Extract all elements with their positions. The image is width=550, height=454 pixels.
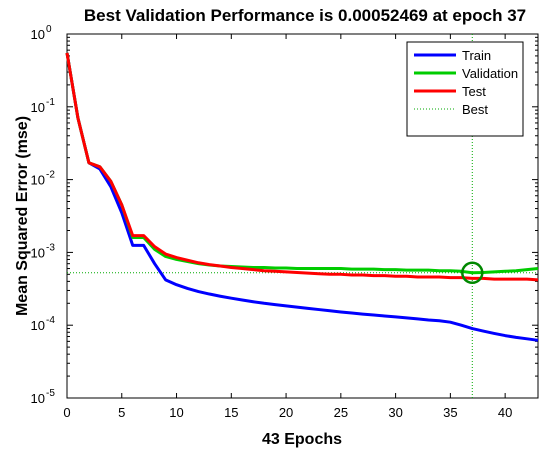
legend-label-train: Train: [462, 48, 491, 63]
legend-label-best: Best: [462, 102, 488, 117]
y-tick-label-exp: -2: [46, 170, 55, 181]
x-axis-ticks: 0 5 10 15 20 25 30 35 40: [63, 34, 512, 420]
y-tick-label-base: 10: [31, 245, 45, 260]
legend-label-validation: Validation: [462, 66, 518, 81]
x-tick-label: 35: [443, 405, 457, 420]
y-tick-label-exp: -5: [46, 388, 55, 399]
y-tick-label-exp: -1: [46, 97, 55, 108]
x-tick-label: 40: [498, 405, 512, 420]
x-tick-label: 5: [118, 405, 125, 420]
y-tick-label-exp: -4: [46, 315, 55, 326]
x-tick-label: 20: [279, 405, 293, 420]
y-tick-label-exp: 0: [46, 24, 52, 35]
y-tick-label-base: 10: [31, 391, 45, 406]
x-tick-label: 30: [388, 405, 402, 420]
legend-box: [406, 41, 524, 137]
x-tick-label: 10: [169, 405, 183, 420]
x-tick-label: 25: [334, 405, 348, 420]
x-tick-label: 15: [224, 405, 238, 420]
y-tick-label-base: 10: [31, 173, 45, 188]
y-axis-label: Mean Squared Error (mse): [14, 116, 31, 316]
y-tick-label-base: 10: [31, 27, 45, 42]
test-line: [65, 52, 539, 282]
legend: Train Validation Test Best: [406, 41, 524, 137]
best-point-circle: [461, 261, 484, 285]
y-tick-label-exp: -3: [46, 242, 55, 253]
y-tick-label-base: 10: [31, 318, 45, 333]
train-line: [65, 52, 539, 342]
chart-title: Best Validation Performance is 0.0005246…: [84, 6, 526, 25]
legend-label-test: Test: [462, 84, 486, 99]
x-tick-label: 0: [63, 405, 70, 420]
series-lines: [65, 52, 539, 342]
x-axis-label: 43 Epochs: [262, 431, 342, 448]
y-tick-label-base: 10: [31, 100, 45, 115]
